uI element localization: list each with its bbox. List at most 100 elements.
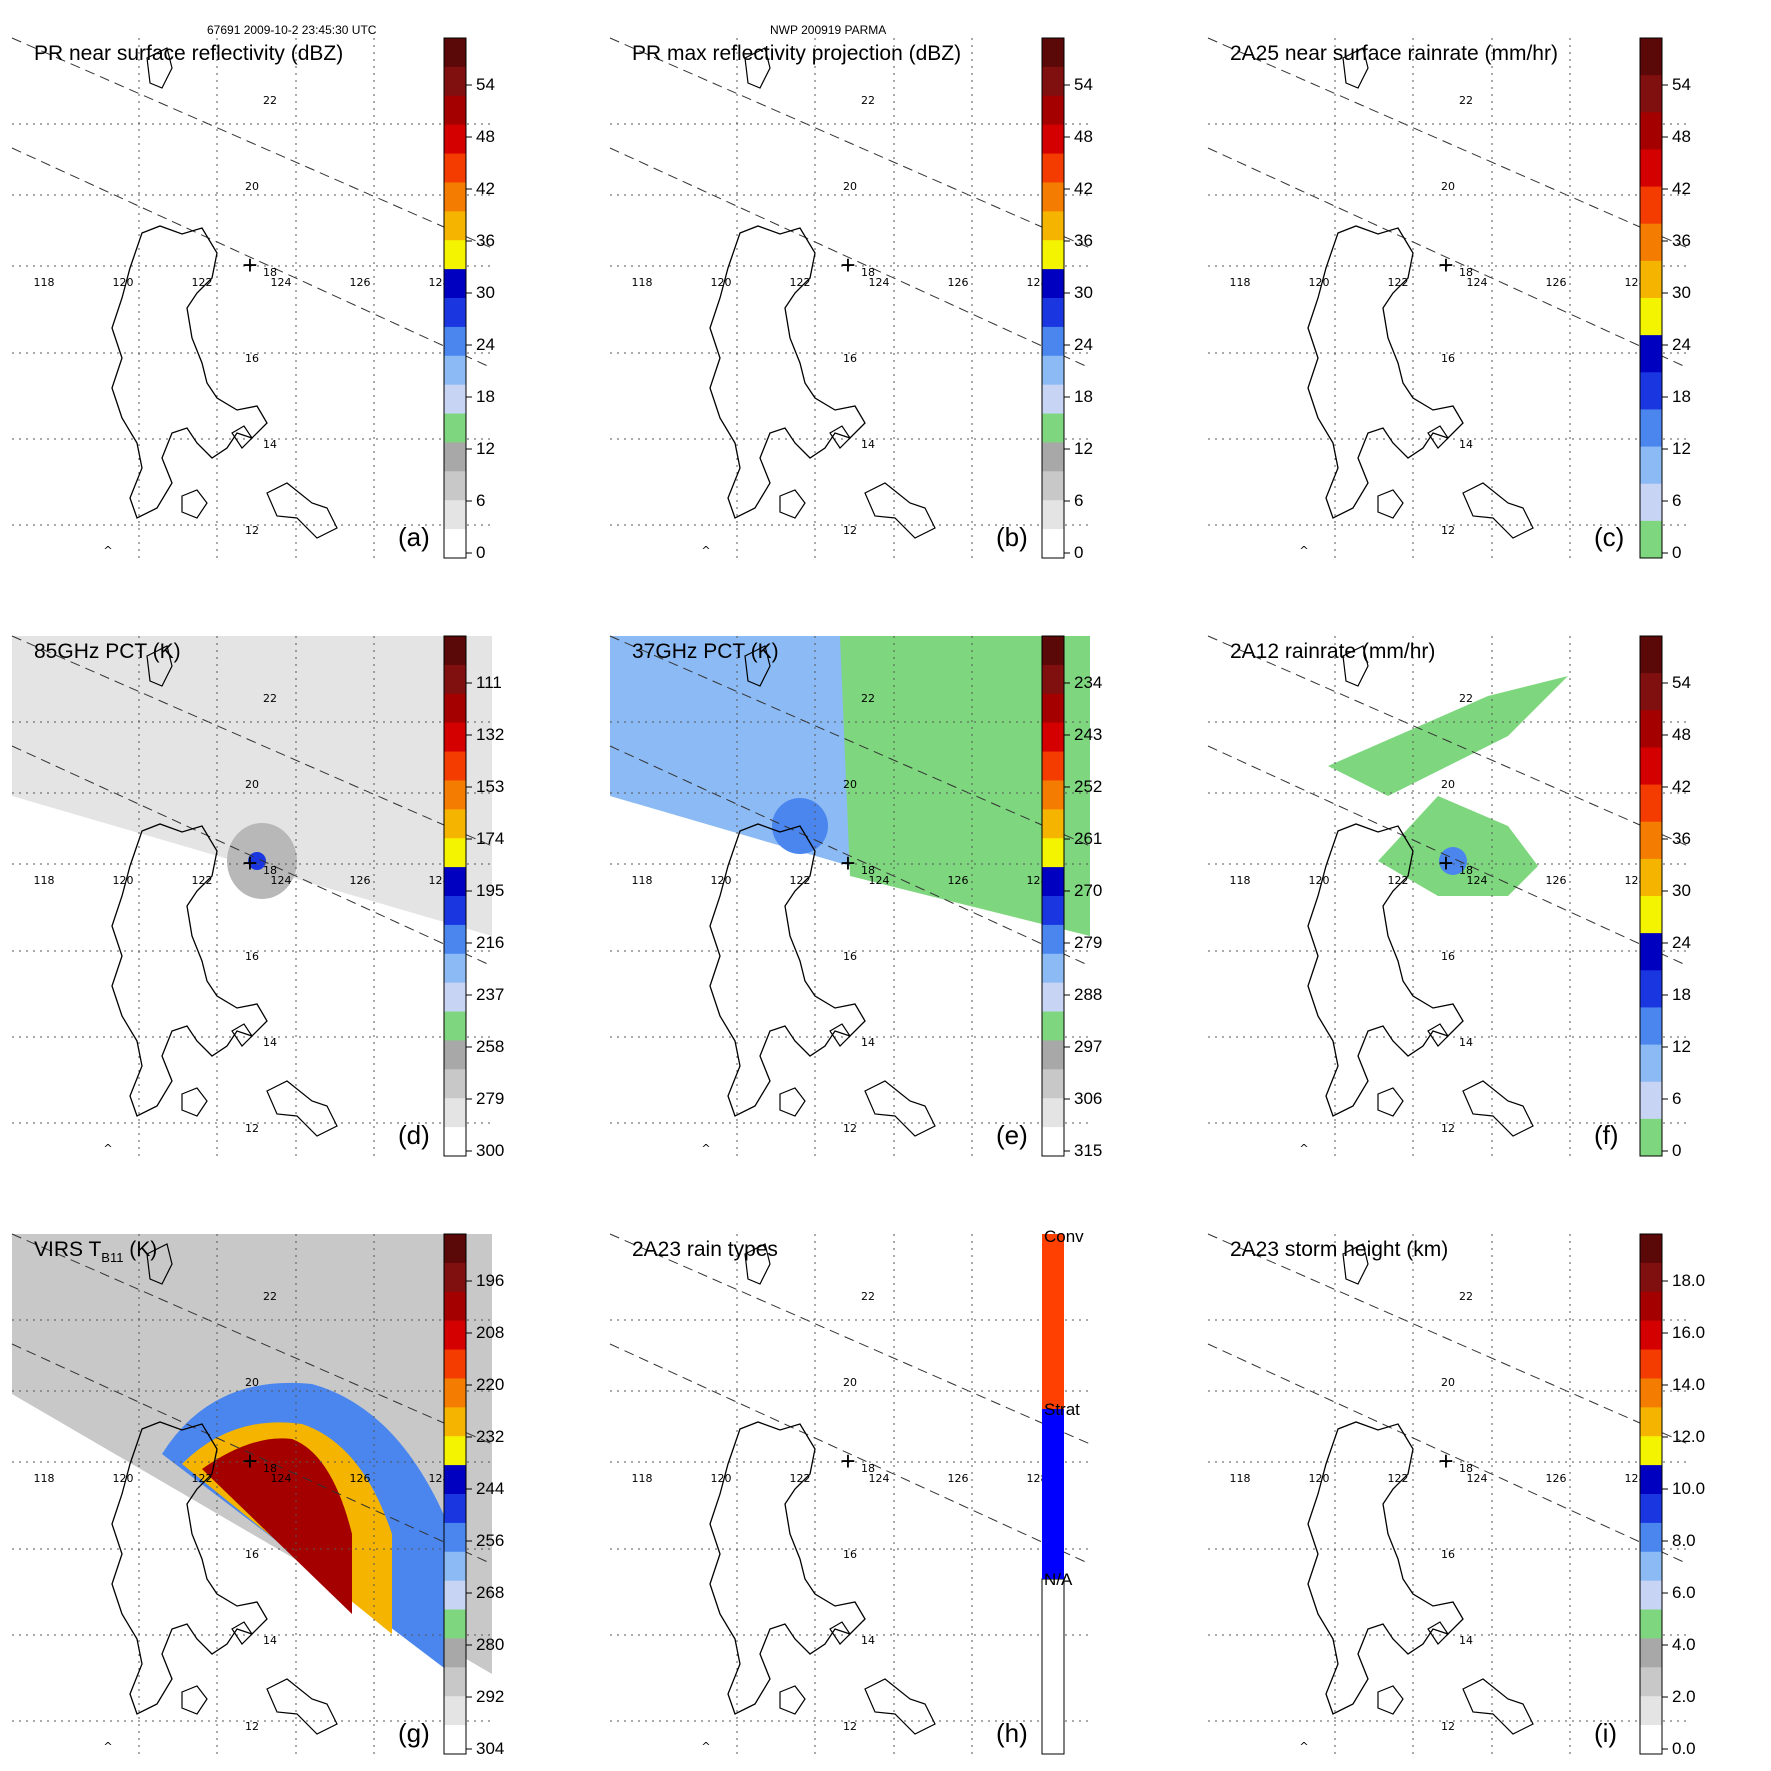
colorbar-segment xyxy=(1640,1081,1662,1120)
lon-label: 126 xyxy=(948,874,969,887)
colorbar-tick: 0 xyxy=(1672,1141,1681,1160)
colorbar-segment xyxy=(444,751,466,781)
lon-label: 118 xyxy=(1230,1472,1251,1485)
colorbar-segment xyxy=(444,722,466,753)
lon-label: 122 xyxy=(790,1472,811,1485)
colorbar-frame xyxy=(443,1233,467,1755)
colorbar-segment xyxy=(1042,1127,1064,1157)
swath-edge-south xyxy=(1207,1343,1689,1565)
colorbar-tick: 24 xyxy=(1672,933,1691,952)
colorbar-segment xyxy=(1042,693,1064,724)
colorbar-segment xyxy=(444,1580,466,1611)
lon-label: 118 xyxy=(632,874,653,887)
colorbar-tick: 315 xyxy=(1074,1141,1102,1160)
colorbar-segment xyxy=(1042,211,1064,241)
colorbar-tick: 297 xyxy=(1074,1037,1102,1056)
colorbar-segment xyxy=(444,1696,466,1726)
colorbar-segment xyxy=(444,413,466,443)
colorbar-frame xyxy=(1041,37,1065,559)
lon-label: 124 xyxy=(1467,874,1488,887)
colorbar-segment xyxy=(1640,710,1662,748)
colorbar-tick: 24 xyxy=(1074,335,1093,354)
colorbar-tick: 292 xyxy=(476,1687,504,1706)
lat-label: 22 xyxy=(1459,94,1473,107)
lat-label: 18 xyxy=(263,266,277,279)
lat-label: 18 xyxy=(1459,266,1473,279)
colorbar-segment xyxy=(1640,1465,1662,1495)
colorbar-segment xyxy=(1042,664,1064,695)
luzon-outline xyxy=(709,823,866,1117)
colorbar-segment xyxy=(444,809,466,839)
colorbar-segment xyxy=(1640,260,1662,299)
panel-title: VIRS TB11 (K) xyxy=(34,1238,157,1265)
lat-label: 18 xyxy=(1459,1462,1473,1475)
colorbar-tick: 306 xyxy=(1074,1089,1102,1108)
colorbar-tick: 48 xyxy=(1672,127,1691,146)
colorbar: 196 208 220 232 244 256 268 280 292 304 xyxy=(443,1233,504,1758)
panel-title: 37GHz PCT (K) xyxy=(632,640,779,663)
colorbar-segment xyxy=(444,211,466,241)
colorbar-tick: 54 xyxy=(476,75,495,94)
colorbar-segment xyxy=(1640,1609,1662,1639)
colorbar-segment xyxy=(1042,867,1064,897)
colorbar: 54 48 42 36 30 24 18 12 6 0 xyxy=(443,37,495,562)
lon-label: 122 xyxy=(192,276,213,289)
colorbar-segment xyxy=(444,664,466,695)
lon-label: 122 xyxy=(1388,1472,1409,1485)
colorbar-segment xyxy=(1640,1551,1662,1582)
island-outline xyxy=(146,47,173,89)
island-outline xyxy=(1342,1243,1369,1285)
colorbar-tick: Conv xyxy=(1044,1227,1084,1246)
colorbar: 54 48 42 36 30 24 18 12 6 0 xyxy=(1639,635,1691,1160)
colorbar-tick: 30 xyxy=(1074,283,1093,302)
lon-label: 124 xyxy=(869,1472,890,1485)
luzon-outline xyxy=(111,225,268,519)
north-marker: ^ xyxy=(103,544,112,557)
lat-label: 12 xyxy=(245,1720,259,1733)
colorbar-tick: N/A xyxy=(1044,1570,1073,1589)
colorbar-segment xyxy=(444,1494,466,1524)
swath-edge-south xyxy=(11,1343,493,1565)
lon-label: 122 xyxy=(192,1472,213,1485)
island-outline xyxy=(1462,482,1534,539)
colorbar-segment xyxy=(1042,500,1064,530)
north-marker: ^ xyxy=(701,544,710,557)
panel-title: 85GHz PCT (K) xyxy=(34,640,181,663)
lon-label: 122 xyxy=(1388,874,1409,887)
colorbar-tick: 6 xyxy=(1672,491,1681,510)
colorbar: Conv Strat N/A xyxy=(1041,1227,1084,1755)
panel-label: (c) xyxy=(1594,522,1624,552)
lon-label: 124 xyxy=(869,276,890,289)
colorbar-tick: 0 xyxy=(1672,543,1681,562)
colorbar-segment xyxy=(444,153,466,183)
colorbar-frame xyxy=(1041,635,1065,1157)
colorbar-segment xyxy=(1042,809,1064,839)
colorbar-tick: 6 xyxy=(1672,1089,1681,1108)
colorbar-segment xyxy=(1640,335,1662,373)
colorbar-tick: 30 xyxy=(1672,283,1691,302)
colorbar-segment xyxy=(1640,1696,1662,1726)
lat-label: 14 xyxy=(263,1036,277,1049)
colorbar-segment xyxy=(1042,896,1064,926)
colorbar-tick: 48 xyxy=(1074,127,1093,146)
swath-edge-north xyxy=(609,1233,1091,1445)
colorbar-segment xyxy=(1640,372,1662,410)
colorbar-tick: 243 xyxy=(1074,725,1102,744)
colorbar: 111 132 153 174 195 216 237 258 279 300 xyxy=(443,635,504,1160)
lon-label: 126 xyxy=(350,874,371,887)
rain-band xyxy=(1328,676,1568,796)
colorbar-segment xyxy=(444,636,466,666)
colorbar-segment xyxy=(1640,1291,1662,1322)
panel-label: (a) xyxy=(398,522,430,552)
lat-label: 20 xyxy=(245,778,259,791)
north-marker: ^ xyxy=(103,1142,112,1155)
colorbar-segment xyxy=(1042,924,1064,955)
swath-edge-south xyxy=(11,745,493,967)
north-marker: ^ xyxy=(1299,544,1308,557)
colorbar-segment xyxy=(1042,326,1064,357)
colorbar-tick: 10.0 xyxy=(1672,1479,1705,1498)
lon-label: 122 xyxy=(790,874,811,887)
colorbar-conv xyxy=(1042,1234,1064,1409)
